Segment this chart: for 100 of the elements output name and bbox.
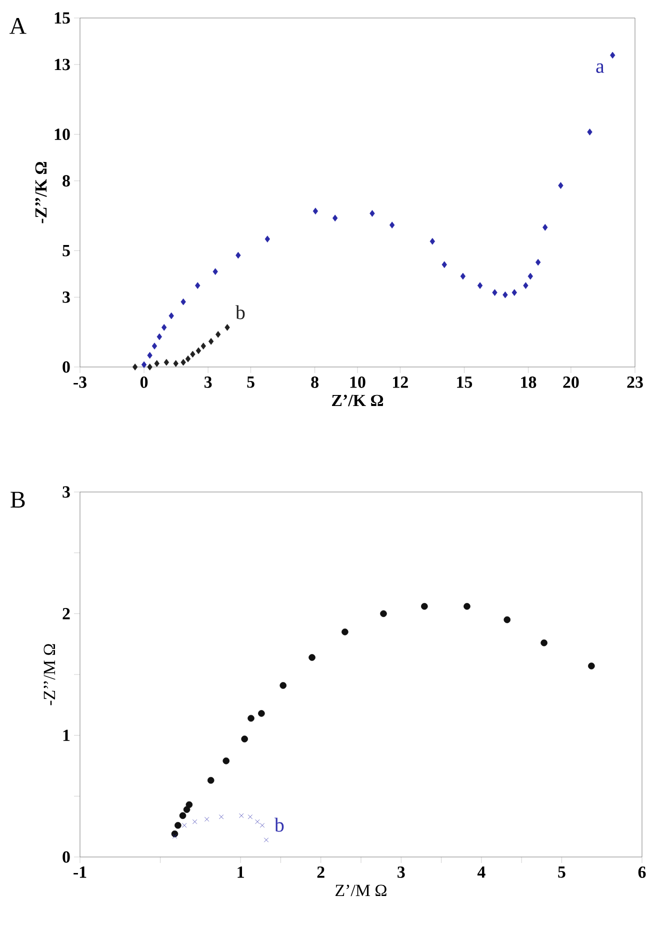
y-tick-label: 15 [54,12,70,24]
point [504,616,511,624]
point [442,261,447,268]
y-tick-label: 1 [63,730,70,741]
point [588,662,595,670]
point [173,360,178,367]
y-axis-title: -Z’’/K Ω [35,162,47,224]
point [587,128,592,136]
point [154,360,160,367]
point [224,324,230,331]
point [512,289,517,296]
x-tick-label: 3 [204,376,212,388]
x-tick-label: 15 [457,376,472,388]
point [185,355,191,362]
point [502,291,508,298]
point [460,272,466,280]
point [147,352,152,359]
point [528,272,534,280]
point [540,639,548,646]
x-tick-label: 2 [317,866,324,878]
point [258,710,265,717]
y-tick-label: 2 [62,608,70,620]
point [147,364,152,370]
y-tick-label: 0 [62,851,70,863]
x-tick-label: 23 [627,376,643,388]
point [164,358,170,366]
point [132,364,138,370]
point [558,182,564,189]
point [255,819,260,824]
series-label: a [596,63,604,73]
point [312,208,318,214]
point [174,822,182,829]
x-tick-label: 1 [238,866,244,878]
point [196,347,202,354]
point [200,342,206,350]
point [190,350,196,358]
x-tick-label: 8 [311,376,318,388]
y-tick-label: 5 [62,245,70,256]
point [236,252,241,259]
point [179,812,186,820]
point [380,610,387,618]
x-tick-label: 3 [398,866,405,878]
point [141,361,147,368]
point [207,776,214,784]
point [172,834,178,839]
x-tick-label: -1 [74,866,86,878]
chart-title: B [10,492,25,508]
point [212,268,218,275]
x-tick-label: -3 [74,376,86,388]
point [218,814,224,820]
point [477,282,483,289]
point [264,236,270,242]
point [156,333,162,340]
x-tick-label: 10 [350,376,366,388]
point [264,838,269,842]
y-tick-label: 3 [62,486,70,498]
point [492,289,498,296]
x-tick-label: 5 [247,376,254,388]
point [192,819,198,824]
point [186,801,193,808]
point [182,823,187,828]
series-label: b [235,305,245,320]
point [168,312,174,320]
chart-title: A [10,18,26,34]
point [421,602,428,610]
point [370,210,375,217]
y-axis-title: -Z’’/M Ω [44,644,56,706]
point [523,282,528,289]
y-tick-label: 3 [62,291,70,303]
point [430,238,436,245]
x-tick-label: 5 [558,866,566,878]
x-tick-label: 12 [393,376,408,388]
point [239,813,244,818]
point [222,757,230,764]
y-tick-label: 10 [54,128,70,140]
series-label: b [274,818,284,832]
point [152,342,158,350]
point [180,298,186,306]
x-axis-title: Z’/K Ω [332,394,384,406]
x-tick-label: 4 [477,866,486,878]
point [195,282,200,289]
point [180,358,186,366]
x-axis-title: Z’/M Ω [336,884,386,896]
point [248,714,254,722]
point [204,816,210,822]
point [332,214,338,222]
y-tick-label: 0 [62,361,70,373]
point [162,324,167,331]
x-tick-label: 20 [563,376,579,388]
point [342,628,348,636]
point [389,222,395,228]
point [610,52,616,59]
point [308,654,316,661]
point [208,338,214,345]
point [216,331,221,338]
point [280,682,287,689]
point [464,602,470,610]
x-tick-label: 6 [638,866,646,878]
y-tick-label: 13 [54,58,70,70]
point [535,258,541,266]
